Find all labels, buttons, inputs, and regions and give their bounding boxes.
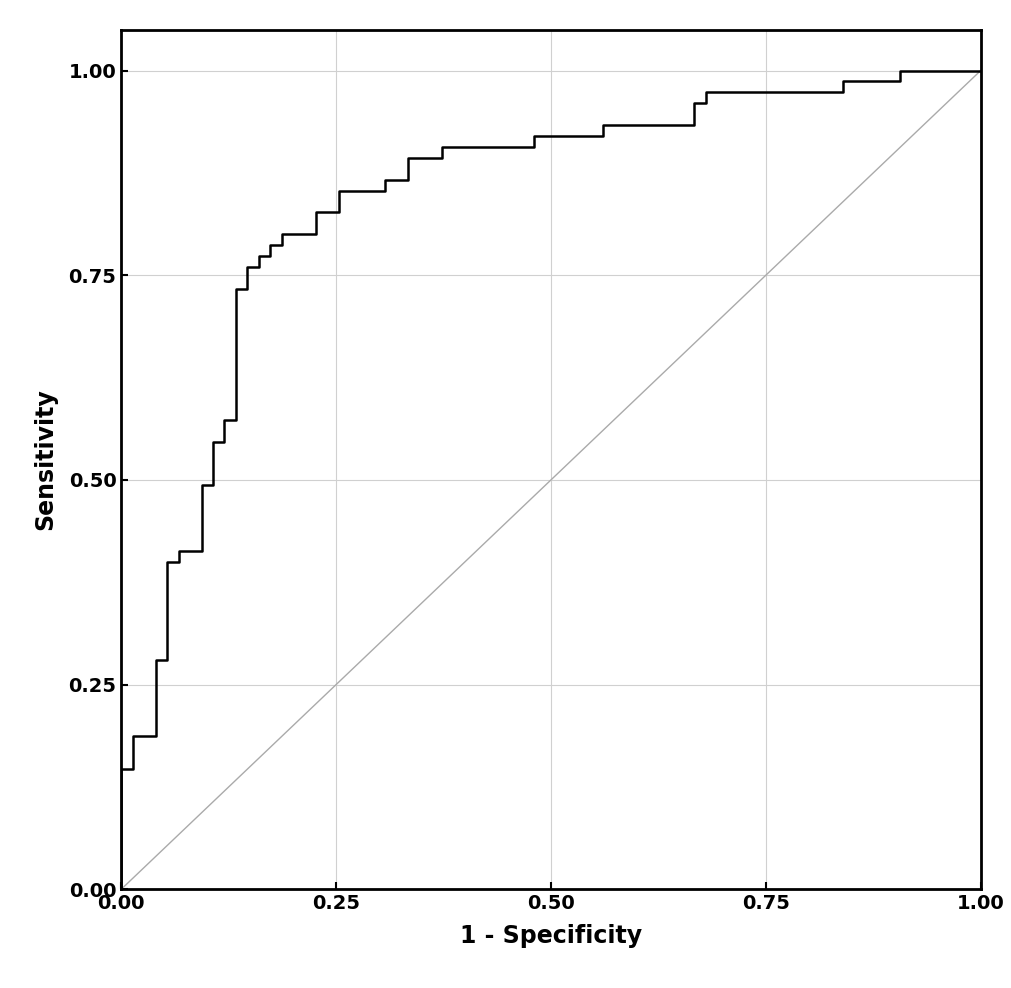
X-axis label: 1 - Specificity: 1 - Specificity [460, 924, 642, 948]
Y-axis label: Sensitivity: Sensitivity [33, 388, 58, 531]
